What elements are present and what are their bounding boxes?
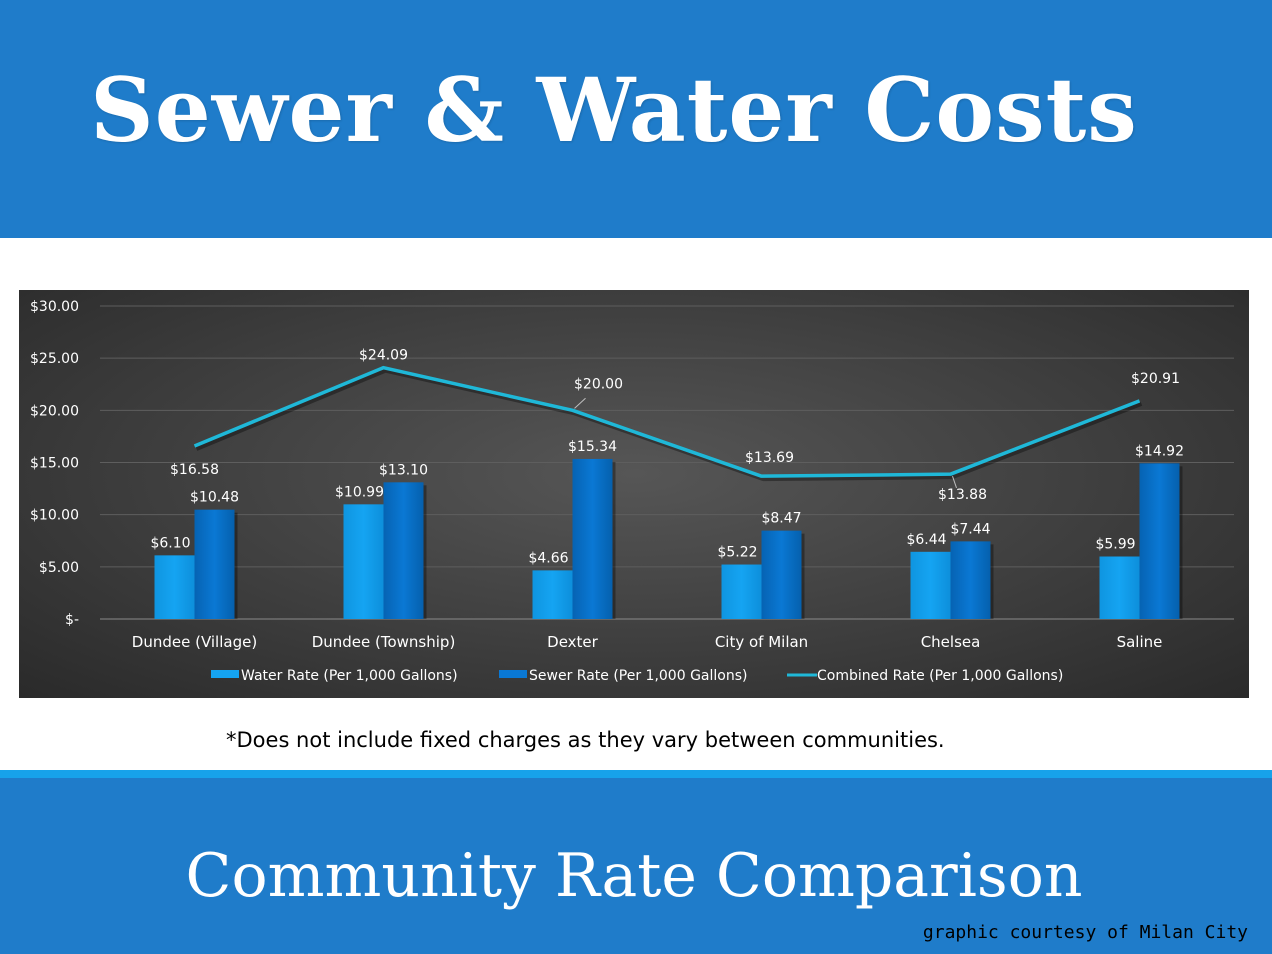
water-bar: [1099, 556, 1140, 619]
sewer-value-label: $13.10: [379, 462, 428, 478]
subtitle: Community Rate Comparison: [185, 841, 1083, 911]
category-label: Saline: [1117, 633, 1163, 651]
water-value-label: $5.22: [717, 545, 757, 561]
legend-sewer-swatch: [499, 670, 527, 678]
y-tick-label: $25.00: [30, 351, 79, 367]
legend-sewer-label: Sewer Rate (Per 1,000 Gallons): [529, 668, 747, 684]
combined-value-label: $20.91: [1131, 371, 1180, 387]
chart-panel: $- $5.00 $10.00 $15.00 $20.00 $25.00 $30.00 $6.…: [19, 290, 1249, 698]
sewer-value-label: $7.44: [950, 521, 990, 537]
sewer-bar: [572, 458, 613, 619]
divider: [0, 770, 1272, 778]
sewer-value-label: $8.47: [761, 511, 801, 527]
sewer-bar: [761, 530, 802, 619]
category-label: Chelsea: [921, 633, 981, 651]
sewer-value-label: $15.34: [568, 439, 617, 455]
water-value-label: $4.66: [528, 550, 568, 566]
water-value-label: $10.99: [335, 484, 384, 500]
category-label: Dundee (Village): [132, 633, 257, 651]
sewer-value-label: $14.92: [1135, 443, 1184, 459]
y-tick-label: $5.00: [39, 560, 79, 576]
y-tick-label: $30.00: [30, 299, 79, 315]
sewer-bar: [1139, 463, 1180, 619]
sewer-bar: [950, 541, 991, 619]
y-tick-label: $15.00: [30, 456, 79, 472]
water-bar: [343, 504, 384, 619]
water-bar: [532, 570, 573, 619]
combined-line-shadow: [195, 368, 1143, 482]
sewer-value-label: $10.48: [190, 490, 239, 506]
leader-line: [574, 397, 586, 409]
footnote: *Does not include fixed charges as they …: [226, 728, 945, 752]
credit-text: graphic courtesy of Milan City: [922, 922, 1248, 943]
category-label: Dexter: [547, 633, 599, 651]
rate-comparison-chart: $- $5.00 $10.00 $15.00 $20.00 $25.00 $30.00 $6.…: [30, 299, 1234, 684]
water-value-label: $6.10: [150, 535, 190, 551]
combined-value-label: $13.88: [938, 487, 987, 503]
combined-value-label: $13.69: [745, 450, 794, 466]
water-bar: [154, 555, 195, 619]
legend-water-label: Water Rate (Per 1,000 Gallons): [241, 668, 458, 684]
combined-value-label: $20.00: [574, 376, 623, 392]
water-bar: [721, 564, 762, 619]
combined-rate-line: [193, 365, 1141, 478]
water-value-label: $6.44: [906, 532, 946, 548]
y-tick-label: $-: [65, 612, 79, 628]
y-tick-label: $20.00: [30, 403, 79, 419]
sewer-bar: [383, 482, 424, 619]
combined-value-label: $16.58: [170, 462, 219, 478]
category-label: Dundee (Township): [312, 633, 456, 651]
sewer-bar: [194, 509, 235, 619]
legend-combined-label: Combined Rate (Per 1,000 Gallons): [817, 668, 1063, 684]
legend-water-swatch: [211, 670, 239, 678]
bottom-banner: [0, 778, 1272, 954]
page-title: Sewer & Water Costs: [90, 58, 1138, 162]
water-bar: [910, 551, 951, 619]
leader-line: [952, 476, 957, 489]
top-banner: [0, 0, 1272, 238]
category-label: City of Milan: [715, 633, 808, 651]
y-tick-label: $10.00: [30, 508, 79, 524]
combined-value-label: $24.09: [359, 348, 408, 364]
water-value-label: $5.99: [1095, 537, 1135, 553]
